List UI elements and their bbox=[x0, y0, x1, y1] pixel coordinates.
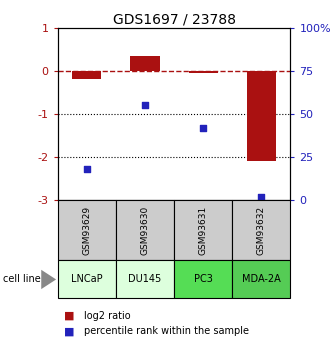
Text: PC3: PC3 bbox=[194, 275, 213, 284]
FancyBboxPatch shape bbox=[116, 260, 174, 298]
Text: ■: ■ bbox=[64, 311, 75, 321]
FancyBboxPatch shape bbox=[116, 200, 174, 260]
Text: LNCaP: LNCaP bbox=[71, 275, 103, 284]
Title: GDS1697 / 23788: GDS1697 / 23788 bbox=[113, 12, 236, 27]
Point bbox=[201, 125, 206, 130]
FancyBboxPatch shape bbox=[232, 260, 290, 298]
Bar bbox=[189, 71, 218, 73]
Text: percentile rank within the sample: percentile rank within the sample bbox=[84, 326, 249, 336]
FancyBboxPatch shape bbox=[232, 200, 290, 260]
Text: GSM93630: GSM93630 bbox=[141, 206, 149, 255]
FancyBboxPatch shape bbox=[58, 200, 116, 260]
Text: GSM93632: GSM93632 bbox=[257, 206, 266, 255]
Bar bbox=[130, 56, 159, 71]
Text: MDA-2A: MDA-2A bbox=[242, 275, 281, 284]
Text: log2 ratio: log2 ratio bbox=[84, 311, 131, 321]
FancyBboxPatch shape bbox=[174, 200, 232, 260]
FancyBboxPatch shape bbox=[174, 260, 232, 298]
Point bbox=[142, 102, 148, 108]
Bar bbox=[247, 71, 276, 161]
Text: cell line: cell line bbox=[3, 275, 41, 284]
Bar bbox=[72, 71, 101, 79]
Text: ■: ■ bbox=[64, 326, 75, 336]
Text: GSM93631: GSM93631 bbox=[199, 206, 208, 255]
Polygon shape bbox=[41, 270, 56, 289]
Text: GSM93629: GSM93629 bbox=[82, 206, 91, 255]
Point bbox=[259, 194, 264, 199]
Point bbox=[84, 166, 89, 172]
Text: DU145: DU145 bbox=[128, 275, 162, 284]
FancyBboxPatch shape bbox=[58, 260, 116, 298]
